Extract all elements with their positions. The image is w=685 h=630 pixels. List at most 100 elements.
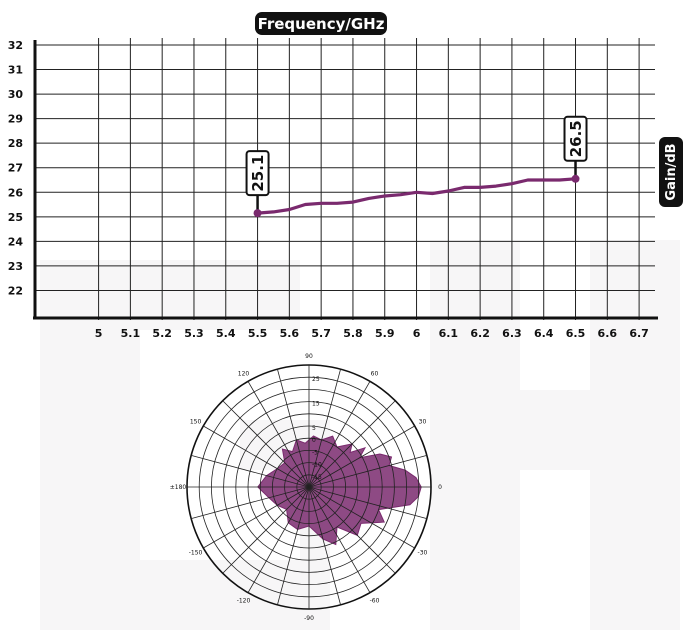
value-callout: 26.5 (563, 115, 588, 183)
x-axis-title: Frequency/GHz (255, 12, 387, 35)
svg-text:Frequency/GHz: Frequency/GHz (258, 15, 385, 33)
data-point (399, 193, 402, 196)
polar-angle-label: 120 (238, 371, 250, 378)
polar-spoke (308, 381, 371, 488)
y-tick-label: 31 (8, 64, 23, 77)
callout-marker (253, 209, 262, 218)
callout-box (245, 150, 270, 197)
x-tick-label: 5.4 (216, 327, 236, 340)
x-tick-label: 6 (413, 327, 421, 340)
svg-text:Gain/dB: Gain/dB (664, 143, 679, 200)
polar-angle-label: -120 (237, 597, 251, 604)
data-point (463, 186, 466, 189)
polar-spoke (277, 486, 310, 605)
y-tick-label: 25 (8, 211, 23, 224)
data-point (478, 186, 482, 189)
data-point (494, 184, 498, 188)
callout-marker (571, 174, 580, 183)
polar-angle-label: 90 (305, 353, 313, 360)
polar-spoke (308, 455, 427, 488)
data-point (304, 203, 307, 206)
data-point (351, 200, 355, 204)
x-tick-labels: 5 5.1 5.2 5.3 5.4 5.5 5.6 5.7 5.8 5.9 6 6.1 6.2 6.3 6.… (95, 327, 649, 340)
y-tick-label: 23 (8, 260, 23, 273)
callout-label: 25.1 (249, 155, 267, 192)
polar-spoke (308, 486, 371, 593)
polar-angle-label: 0 (438, 484, 442, 491)
x-tick-label: 6.3 (502, 327, 522, 340)
data-point (288, 208, 291, 211)
x-tick-label: 5.3 (184, 327, 204, 340)
data-point (367, 197, 371, 200)
polar-angle-label: -150 (189, 550, 203, 557)
polar-spoke (247, 486, 310, 593)
x-tick-label: 5.1 (121, 327, 141, 340)
data-point (542, 178, 545, 182)
polar-spoke (203, 486, 310, 549)
x-tick-label: 6.7 (629, 327, 649, 340)
x-tick-label: 5.7 (311, 327, 331, 340)
polar-angle-label: 30 (419, 419, 427, 426)
x-tick-label: 5 (95, 327, 103, 340)
y-tick-label: 30 (8, 88, 24, 101)
y-tick-label: 22 (8, 284, 23, 297)
polar-spoke (222, 400, 310, 488)
polar-spoke (308, 486, 396, 574)
polar-radius-label: 0 (312, 437, 316, 444)
x-tick-label: 5.9 (375, 327, 395, 340)
polar-angle-label: -90 (304, 615, 314, 622)
polar-angle-label: -60 (370, 597, 380, 604)
polar-spoke (247, 381, 310, 488)
data-point (558, 178, 561, 182)
y-tick-label: 27 (8, 162, 23, 175)
polar-spoke (203, 425, 310, 488)
data-point (447, 189, 450, 193)
value-callout: 25.1 (245, 150, 270, 218)
polar-radius-label: 5 (312, 425, 316, 432)
polar-spoke (308, 486, 427, 519)
polar-spoke (277, 369, 310, 488)
x-tick-label: 6.4 (534, 327, 554, 340)
callout-label: 26.5 (567, 120, 585, 157)
polar-spoke (308, 425, 415, 488)
y-tick-label: 29 (8, 113, 23, 126)
polar-spoke (308, 486, 415, 549)
y-tick-label: 32 (8, 39, 23, 52)
polar-angle-label: -30 (418, 550, 428, 557)
polar-spoke (308, 400, 396, 488)
x-tick-label: 5.6 (280, 327, 300, 340)
polar-spoke (191, 455, 310, 488)
polar-radius-label: 15 (312, 401, 320, 408)
data-point (383, 194, 386, 198)
y-tick-label: 24 (8, 235, 24, 248)
polar-radius-label: -5 (312, 449, 318, 456)
pattern-area (257, 435, 422, 546)
polar-spoke (308, 369, 341, 488)
value-callouts: 25.1 26.5 (245, 115, 588, 218)
plot-axes (33, 40, 658, 320)
x-tick-label: 5.5 (248, 327, 268, 340)
data-point (319, 202, 323, 205)
data-point (431, 192, 434, 195)
polar-spoke (191, 486, 310, 519)
polar-angle-label: ±180 (170, 484, 187, 491)
plot-grid (35, 38, 655, 320)
radiation-pattern (257, 435, 422, 546)
y-tick-labels: 22 23 24 25 26 27 28 29 30 31 32 (8, 39, 24, 297)
data-point (510, 182, 514, 185)
x-tick-label: 6.2 (470, 327, 490, 340)
data-point (335, 202, 339, 205)
x-tick-label: 6.6 (598, 327, 618, 340)
x-tick-label: 6.5 (566, 327, 586, 340)
polar-radius-label: 25 (312, 376, 320, 383)
x-tick-label: 5.8 (343, 327, 363, 340)
y-axis-title: Gain/dB (659, 137, 683, 207)
polar-labels: 0306090120150±180-150-120-90-60-30-15-10… (170, 353, 442, 622)
polar-spoke (222, 486, 310, 574)
polar-grid (186, 364, 432, 610)
polar-spoke (308, 486, 341, 605)
polar-radius-label: -15 (312, 474, 322, 481)
gain-line-chart: 5 5.1 5.2 5.3 5.4 5.5 5.6 5.7 5.8 5.9 6 6.1 6.2 6.3 6.… (8, 12, 683, 340)
